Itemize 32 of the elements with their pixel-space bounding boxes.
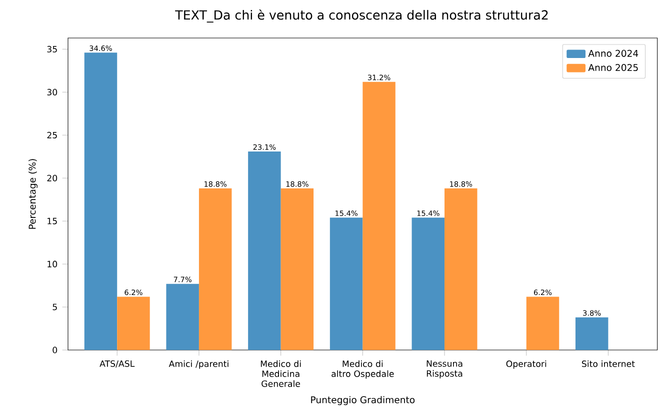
x-axis-title: Punteggio Gradimento <box>311 396 415 406</box>
bar <box>444 188 478 350</box>
bar <box>280 188 314 350</box>
bar <box>330 218 363 350</box>
y-tick-label: 30 <box>47 88 58 96</box>
bar <box>412 218 445 350</box>
bar <box>117 296 150 350</box>
y-tick-label: 15 <box>48 218 57 224</box>
y-tick-label: 25 <box>47 132 57 138</box>
x-tick-label: Medico di altro Ospedale <box>332 360 394 379</box>
x-tick-label: Sito internet <box>582 360 635 368</box>
x-tick-label: Operatori <box>506 360 546 369</box>
bar <box>198 188 232 350</box>
legend-label: Anno 2024 <box>588 50 638 57</box>
legend-label: Anno 2025 <box>588 64 638 72</box>
x-tick-label: Amici /parenti <box>168 360 228 369</box>
bar <box>84 52 118 350</box>
y-tick-label: 5 <box>52 304 57 310</box>
bar <box>166 284 199 350</box>
y-tick-label: 20 <box>47 174 58 182</box>
x-tick-label: Nessuna Risposta <box>426 360 462 378</box>
bar <box>575 317 608 350</box>
bar <box>248 151 281 350</box>
y-tick-label: 0 <box>52 346 58 354</box>
y-tick-label: 10 <box>48 260 58 268</box>
x-tick-label: Medico di Medicina Generale <box>260 360 301 387</box>
y-tick-label: 35 <box>47 46 57 52</box>
y-axis-title: Percentage (%) <box>28 159 38 229</box>
bar <box>362 82 396 350</box>
chart-title: TEXT_Da chi è venuto a conoscenza della nostra struttura2 <box>175 9 548 23</box>
x-tick-label: ATS/ASL <box>100 360 135 368</box>
bar <box>526 296 560 350</box>
